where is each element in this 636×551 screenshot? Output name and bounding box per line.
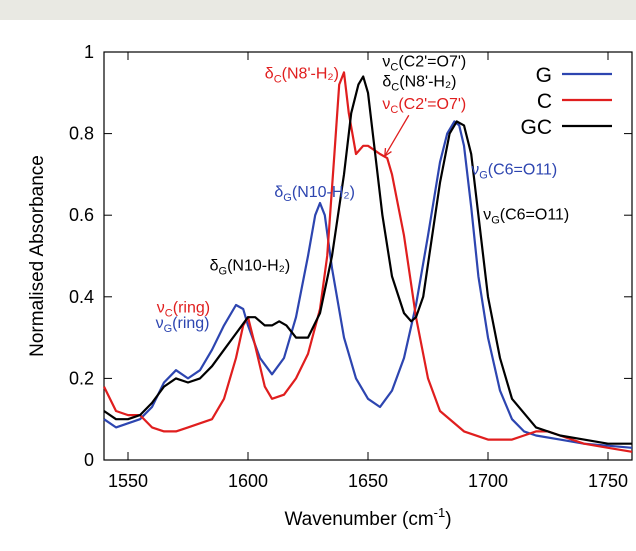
y-tick-label: 0.4 [69,287,94,307]
x-tick-label: 1650 [348,471,388,491]
legend-label-c: C [537,90,552,113]
series-line-g [103,120,633,449]
y-axis-label: Normalised Absorbance [27,155,48,357]
annotation-c-ring: νC(ring) [157,299,210,319]
series-line-c [103,71,633,453]
annotation-arrow [384,114,410,158]
annotation-c-c2: νC(C2'=O7') [382,96,466,116]
annotations: νG(ring)νC(ring) δG(N10-H₂) δG(N10-H₂) δC(N… [156,53,570,335]
x-axis-label-main: Wavenumber (cm [284,509,433,530]
y-tick-label: 0.8 [69,124,94,144]
annotation-gc-c6: νG(C6=O11) [483,206,569,226]
series-lines [103,71,633,453]
x-tick-label: 1750 [588,471,628,491]
y-tick-label: 0.6 [69,205,94,225]
x-tick-label: 1600 [228,471,268,491]
annotation-g-n10: δG(N10-H₂) [274,184,355,204]
top-strip [0,0,636,20]
x-tick-label: 1550 [108,471,148,491]
legend-label-g: G [536,64,552,87]
annotation-gc-n10: δG(N10-H₂) [210,257,291,277]
x-tick-label: 1700 [468,471,508,491]
arrow-head [384,148,392,158]
legend-label-gc: GC [521,116,553,139]
axis-ticks: 1550 1600 1650 1700 1750 0 0.2 0.4 0.6 0.8 1 [69,42,632,491]
y-tick-label: 1 [84,42,94,62]
annotation-gc-c2: νC(C2'=O7') [382,53,466,73]
annotation-c-n8: δC(N8'-H₂) [265,66,339,86]
x-axis-label-sup: -1 [434,505,446,520]
arrow-shaft [384,114,410,157]
x-axis-label-end: ) [445,509,451,530]
legend: GC GC [521,64,612,139]
annotation-g-c6: νG(C6=O11) [471,161,557,181]
annotation-gc-n8: δC(N8'-H₂) [382,74,456,94]
y-tick-label: 0 [84,450,94,470]
x-axis-label: Wavenumber (cm-1) [284,505,451,530]
series-line-gc [103,75,632,445]
annotation-g-ring: νG(ring) [156,315,210,335]
y-tick-label: 0.2 [69,368,94,388]
